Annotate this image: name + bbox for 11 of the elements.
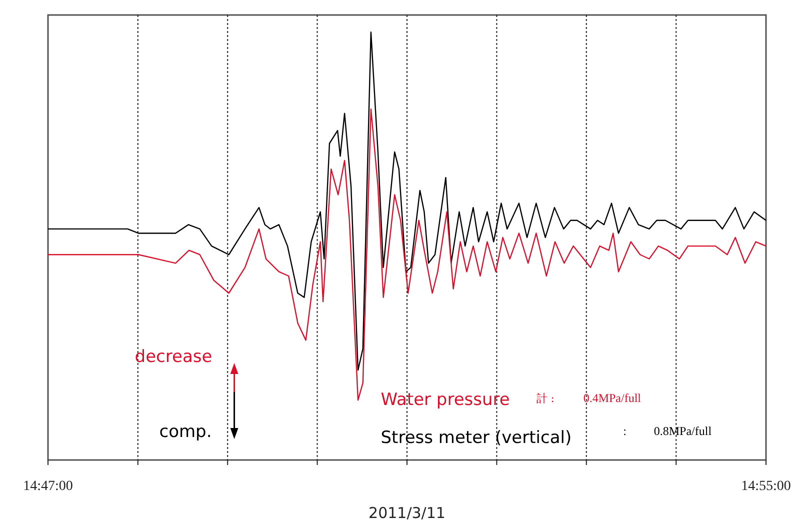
series-label: Water pressure [380,390,510,410]
annotation: 計 : [536,392,555,405]
annotation: comp. [159,422,212,442]
text: Stress meter (vertical) [380,428,572,448]
annotation: 0.4MPa/full [583,391,642,405]
x-tick-label: 14:47:00 [23,479,73,494]
x-tick-label: 14:55:00 [741,479,791,494]
x-axis-title: 2011/3/11 [368,504,446,522]
annotation: : [623,424,626,438]
annotation: decrease [134,347,212,367]
annotation: 0.8MPa/full [654,424,712,438]
